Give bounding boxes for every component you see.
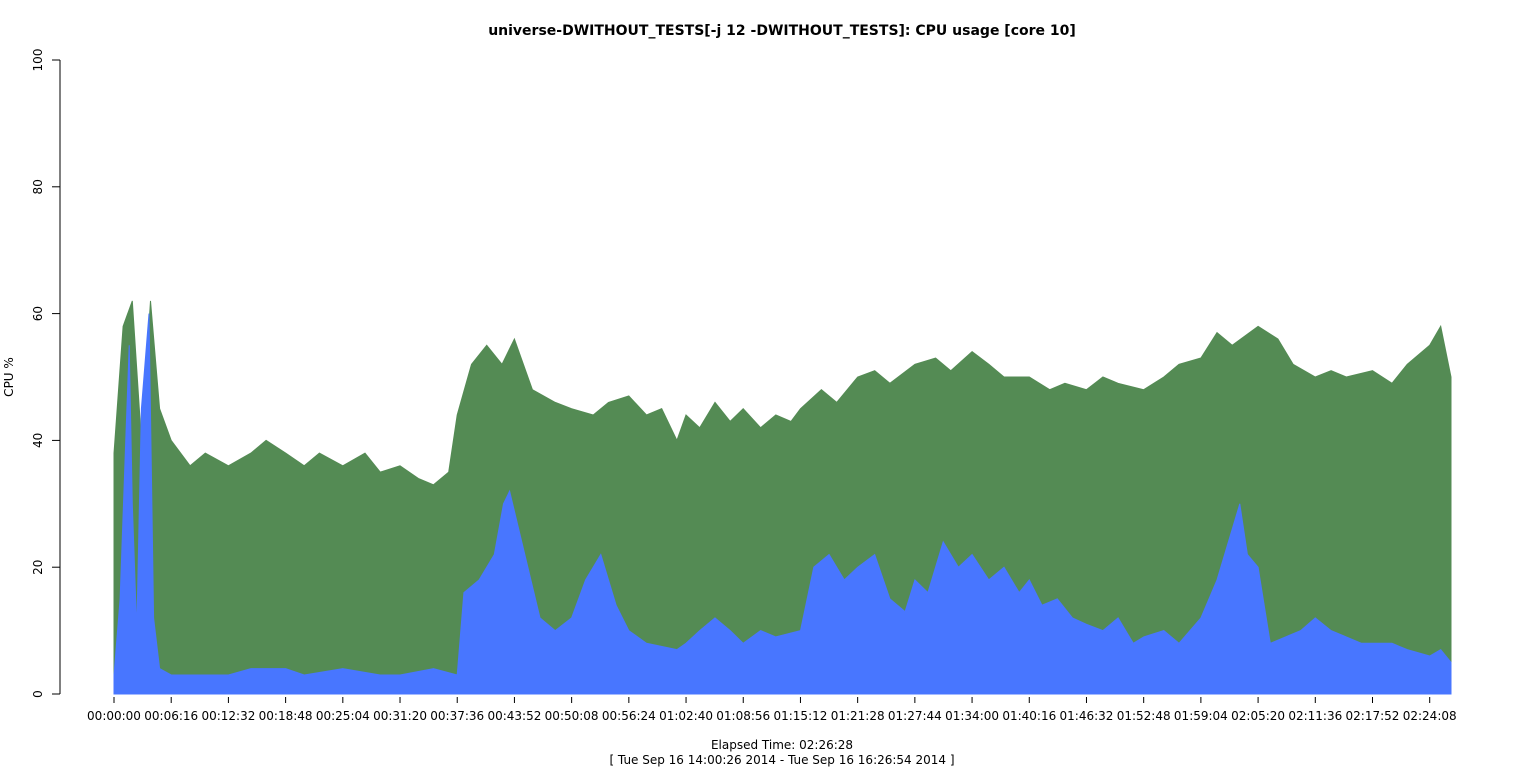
x-tick-label: 02:05:20 <box>1231 709 1285 723</box>
series-area-1 <box>113 313 1452 695</box>
plot-area <box>113 300 1452 695</box>
x-tick-label: 00:31:20 <box>373 709 427 723</box>
series-area-0 <box>113 300 1452 695</box>
x-tick-label: 00:50:08 <box>545 709 599 723</box>
y-tick-label: 40 <box>31 433 45 448</box>
x-axis: 00:00:00 00:06:16 00:12:32 00:18:48 00:25:04… <box>87 697 1457 723</box>
x-tick-label: 00:18:48 <box>259 709 313 723</box>
y-tick-label: 0 <box>31 690 45 698</box>
x-tick-label: 02:24:08 <box>1403 709 1457 723</box>
x-tick-label: 01:21:28 <box>831 709 885 723</box>
x-tick-label: 02:17:52 <box>1346 709 1400 723</box>
x-axis-label: Elapsed Time: 02:26:28 <box>711 738 853 752</box>
y-tick-label: 20 <box>31 560 45 575</box>
x-tick-label: 00:37:36 <box>430 709 484 723</box>
y-axis-label: CPU % <box>2 357 16 397</box>
x-tick-label: 00:00:00 <box>87 709 141 723</box>
x-tick-label: 02:11:36 <box>1288 709 1342 723</box>
x-tick-label: 01:46:32 <box>1060 709 1114 723</box>
x-tick-label: 01:34:00 <box>945 709 999 723</box>
y-tick-label: 100 <box>31 49 45 72</box>
y-tick-label: 80 <box>31 179 45 194</box>
x-tick-label: 00:56:24 <box>602 709 656 723</box>
x-tick-label: 01:59:04 <box>1174 709 1228 723</box>
x-tick-label: 01:08:56 <box>716 709 770 723</box>
chart-title: universe-DWITHOUT_TESTS[-j 12 -DWITHOUT_… <box>488 23 1076 39</box>
x-tick-label: 00:25:04 <box>316 709 370 723</box>
y-tick-label: 60 <box>31 306 45 321</box>
x-tick-label: 01:52:48 <box>1117 709 1171 723</box>
x-tick-label: 00:12:32 <box>201 709 255 723</box>
x-tick-label: 01:15:12 <box>773 709 827 723</box>
x-tick-label: 00:43:52 <box>487 709 541 723</box>
y-axis: 0 20 40 60 80 100 <box>31 49 61 698</box>
x-tick-label: 01:02:40 <box>659 709 713 723</box>
chart-subtitle: [ Tue Sep 16 14:00:26 2014 - Tue Sep 16 … <box>609 753 954 767</box>
x-tick-label: 01:40:16 <box>1002 709 1056 723</box>
x-tick-label: 00:06:16 <box>144 709 198 723</box>
x-tick-label: 01:27:44 <box>888 709 942 723</box>
